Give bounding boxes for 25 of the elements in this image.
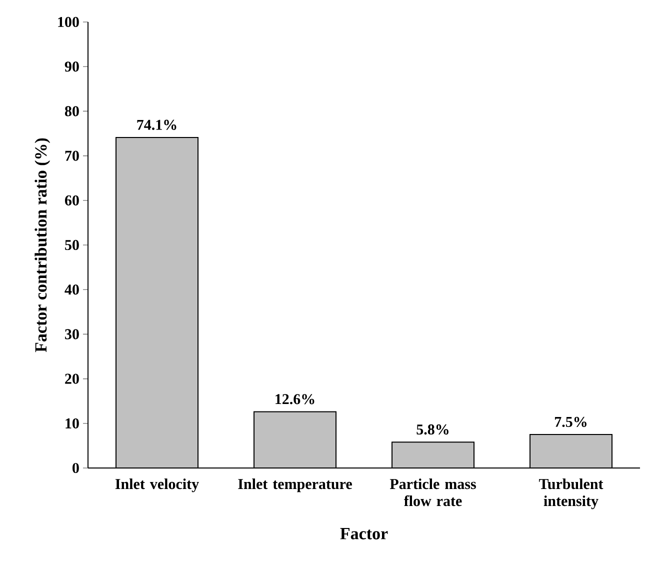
bar bbox=[392, 442, 474, 468]
bar bbox=[116, 138, 198, 468]
bar bbox=[254, 412, 336, 468]
data-label: 74.1% bbox=[137, 120, 176, 130]
y-tick-label: 50 bbox=[65, 240, 79, 250]
bar bbox=[530, 434, 613, 468]
y-tick-label: 40 bbox=[64, 284, 79, 295]
x-axis-title: Factor bbox=[340, 528, 388, 540]
y-tick-label: 30 bbox=[65, 329, 79, 340]
y-tick-label: 20 bbox=[65, 374, 79, 384]
y-tick-label: 0 bbox=[72, 462, 79, 474]
data-label: 7.5% bbox=[554, 416, 586, 428]
data-label: 5.8% bbox=[416, 424, 448, 435]
y-tick-label: 60 bbox=[64, 195, 79, 206]
y-tick-label: 80 bbox=[64, 106, 79, 116]
x-tick-label: Particle mass flow rate bbox=[390, 478, 476, 506]
y-axis-title: Factor contribution ratio (%) bbox=[34, 138, 50, 352]
y-tick-label: 90 bbox=[64, 62, 79, 72]
y-tick-label: 70 bbox=[65, 150, 79, 161]
data-label: 12.6% bbox=[276, 394, 314, 404]
x-tick-label: Turbulent intensity bbox=[539, 478, 604, 510]
x-tick-label: Inlet velocity bbox=[115, 478, 199, 492]
x-tick-label: Inlet temperature bbox=[238, 478, 352, 492]
y-tick-label: 100 bbox=[58, 16, 79, 28]
y-tick-label: 10 bbox=[66, 418, 79, 428]
